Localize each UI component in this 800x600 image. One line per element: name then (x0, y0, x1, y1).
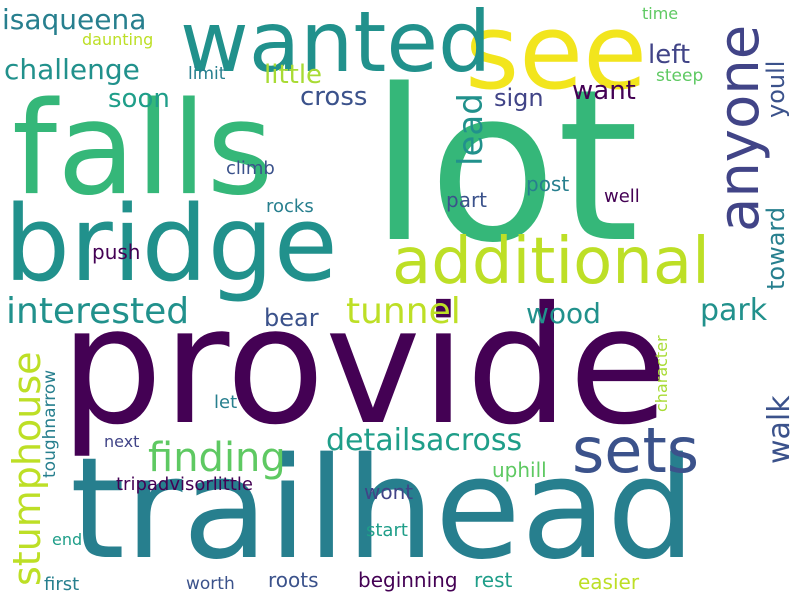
word-limit: limit (188, 64, 226, 84)
word-roots: roots (268, 568, 319, 592)
word-toward: toward (762, 206, 790, 290)
word-soon: soon (108, 84, 170, 114)
word-finding: finding (148, 435, 286, 481)
word-steep: steep (656, 66, 704, 86)
word-toughnarrow: toughnarrow (40, 369, 60, 478)
word-part: part (446, 188, 488, 212)
word-tunnel: tunnel (346, 291, 461, 332)
word-detailsacross: detailsacross (326, 423, 523, 458)
word-uphill: uphill (492, 458, 547, 482)
word-easier: easier (578, 570, 640, 594)
word-beginning: beginning (358, 568, 458, 592)
word-first: first (44, 574, 80, 595)
word-lead: lead (451, 93, 491, 166)
word-tripadvisorlittle: tripadvisorlittle (116, 474, 253, 495)
word-challenge: challenge (4, 53, 140, 86)
word-post: post (526, 172, 570, 196)
word-sets: sets (572, 414, 700, 487)
word-see: see (465, 0, 648, 113)
word-well: well (604, 186, 640, 207)
word-sign: sign (494, 84, 544, 112)
word-lot: lot (370, 44, 640, 289)
word-cross: cross (300, 82, 368, 112)
word-character: character (652, 335, 671, 412)
word-end: end (52, 530, 83, 549)
word-bear: bear (264, 304, 319, 332)
word-bridge: bridge (4, 183, 338, 305)
word-left: left (648, 40, 691, 70)
word-rest: rest (474, 568, 513, 592)
word-park: park (700, 293, 768, 328)
word-little: little (264, 60, 323, 90)
word-wont: wont (364, 480, 414, 504)
word-wood: wood (526, 297, 601, 330)
word-additional: additional (392, 225, 710, 299)
word-wanted: wanted (180, 0, 492, 91)
word-provide: provide (60, 273, 669, 461)
word-start: start (366, 520, 408, 541)
word-falls: falls (12, 75, 274, 224)
word-trailhead: trailhead (70, 428, 696, 591)
word-anyone: anyone (707, 24, 772, 232)
word-isaqueena: isaqueena (2, 3, 147, 36)
word-push: push (92, 240, 141, 264)
word-next: next (104, 432, 140, 451)
word-want: want (572, 76, 636, 106)
word-youll: youll (762, 60, 790, 118)
word-daunting: daunting (82, 30, 154, 49)
word-interested: interested (6, 291, 190, 332)
word-walk: walk (762, 395, 797, 464)
word-time: time (642, 4, 679, 23)
word-let: let (214, 392, 238, 413)
word-rocks: rocks (266, 196, 314, 217)
word-worth: worth (186, 574, 235, 594)
word-climb: climb (226, 158, 275, 179)
